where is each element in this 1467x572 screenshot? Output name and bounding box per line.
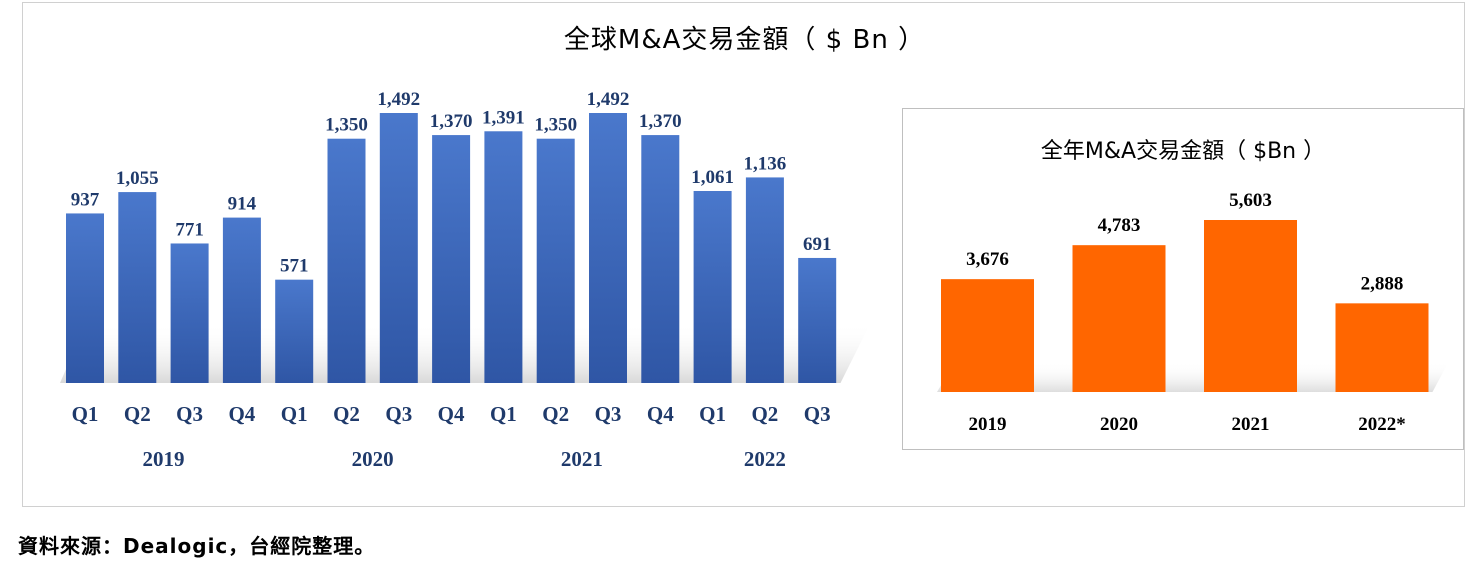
annual-year-label-0: 2019 (969, 414, 1007, 435)
annual-bar-2 (1204, 220, 1297, 392)
year-label-2: 2021 (561, 447, 603, 471)
bar-5 (327, 138, 366, 383)
bar-13 (745, 177, 784, 383)
annual-value-label-0: 3,676 (966, 249, 1009, 270)
annual-bar-1 (1072, 245, 1166, 392)
quarter-label-13: Q2 (751, 402, 778, 426)
main-chart-title: 全球M&A交易金額（ $ Bn ） (563, 25, 926, 55)
bar-9 (536, 138, 575, 383)
bar-1 (118, 192, 157, 383)
annual-value-label-2: 5,603 (1229, 190, 1272, 211)
floor-shadow (937, 362, 1449, 392)
year-label-1: 2020 (352, 447, 394, 471)
bar-0 (66, 213, 104, 383)
quarter-label-1: Q2 (124, 402, 151, 426)
quarter-label-14: Q3 (804, 402, 831, 426)
value-label-13: 1,136 (744, 153, 787, 174)
source-note: 資料來源：Dealogic，台經院整理。 (18, 534, 376, 558)
quarter-label-6: Q3 (385, 402, 412, 426)
bar-12 (693, 190, 732, 383)
value-label-3: 914 (228, 194, 257, 215)
annual-year-label-1: 2020 (1100, 414, 1138, 435)
annual-bar-3 (1335, 303, 1429, 392)
quarter-label-8: Q1 (490, 402, 517, 426)
value-label-11: 1,370 (639, 111, 682, 132)
quarter-label-3: Q4 (228, 402, 255, 426)
bar-7 (432, 135, 471, 383)
value-label-8: 1,391 (482, 107, 525, 128)
value-label-7: 1,370 (430, 111, 473, 132)
value-label-14: 691 (803, 234, 832, 255)
value-label-6: 1,492 (377, 89, 420, 110)
chart-frame: 全球M&A交易金額（ $ Bn ） 937 Q1 1,055 Q2 771 Q3 914 Q4… (22, 2, 1465, 507)
quarterly-bar-chart: 937 Q1 1,055 Q2 771 Q3 914 Q4 571 Q1 1,350 Q2 1,492 Q… (60, 89, 871, 471)
value-label-5: 1,350 (325, 115, 368, 136)
quarter-label-12: Q1 (699, 402, 726, 426)
quarter-label-7: Q4 (438, 402, 465, 426)
bar-6 (379, 113, 418, 383)
annual-value-label-1: 4,783 (1098, 215, 1141, 236)
annual-chart-panel: 全年M&A交易金額（ $Bn ） 3,676 2019 4,783 2020 5,603… (902, 108, 1464, 450)
year-label-3: 2022 (744, 447, 786, 471)
annual-chart-title: 全年M&A交易金額（ $Bn ） (1040, 139, 1326, 164)
annual-bar-0 (941, 279, 1034, 392)
bar-2 (170, 243, 209, 383)
annual-bar-chart: 3,676 2019 4,783 2020 5,603 2021 2,888 2022* (937, 190, 1449, 435)
bar-3 (222, 217, 261, 383)
year-label-0: 2019 (142, 447, 184, 471)
quarter-label-0: Q1 (72, 402, 99, 426)
value-label-0: 937 (71, 189, 100, 210)
bar-4 (275, 279, 314, 383)
quarter-label-9: Q2 (542, 402, 569, 426)
annual-value-label-3: 2,888 (1361, 273, 1404, 294)
quarter-label-4: Q1 (281, 402, 308, 426)
value-label-9: 1,350 (534, 115, 577, 136)
value-label-4: 571 (280, 256, 309, 277)
bar-14 (798, 257, 837, 383)
bar-10 (589, 113, 627, 383)
bar-11 (641, 135, 680, 383)
value-label-12: 1,061 (691, 167, 734, 188)
value-label-2: 771 (175, 219, 204, 240)
quarter-label-2: Q3 (176, 402, 203, 426)
bar-8 (484, 131, 523, 383)
quarter-label-11: Q4 (647, 402, 674, 426)
value-label-10: 1,492 (587, 89, 630, 110)
quarter-label-10: Q3 (595, 402, 622, 426)
annual-year-label-3: 2022* (1358, 414, 1406, 435)
value-label-1: 1,055 (116, 168, 159, 189)
annual-year-label-2: 2021 (1232, 414, 1270, 435)
quarter-label-5: Q2 (333, 402, 360, 426)
